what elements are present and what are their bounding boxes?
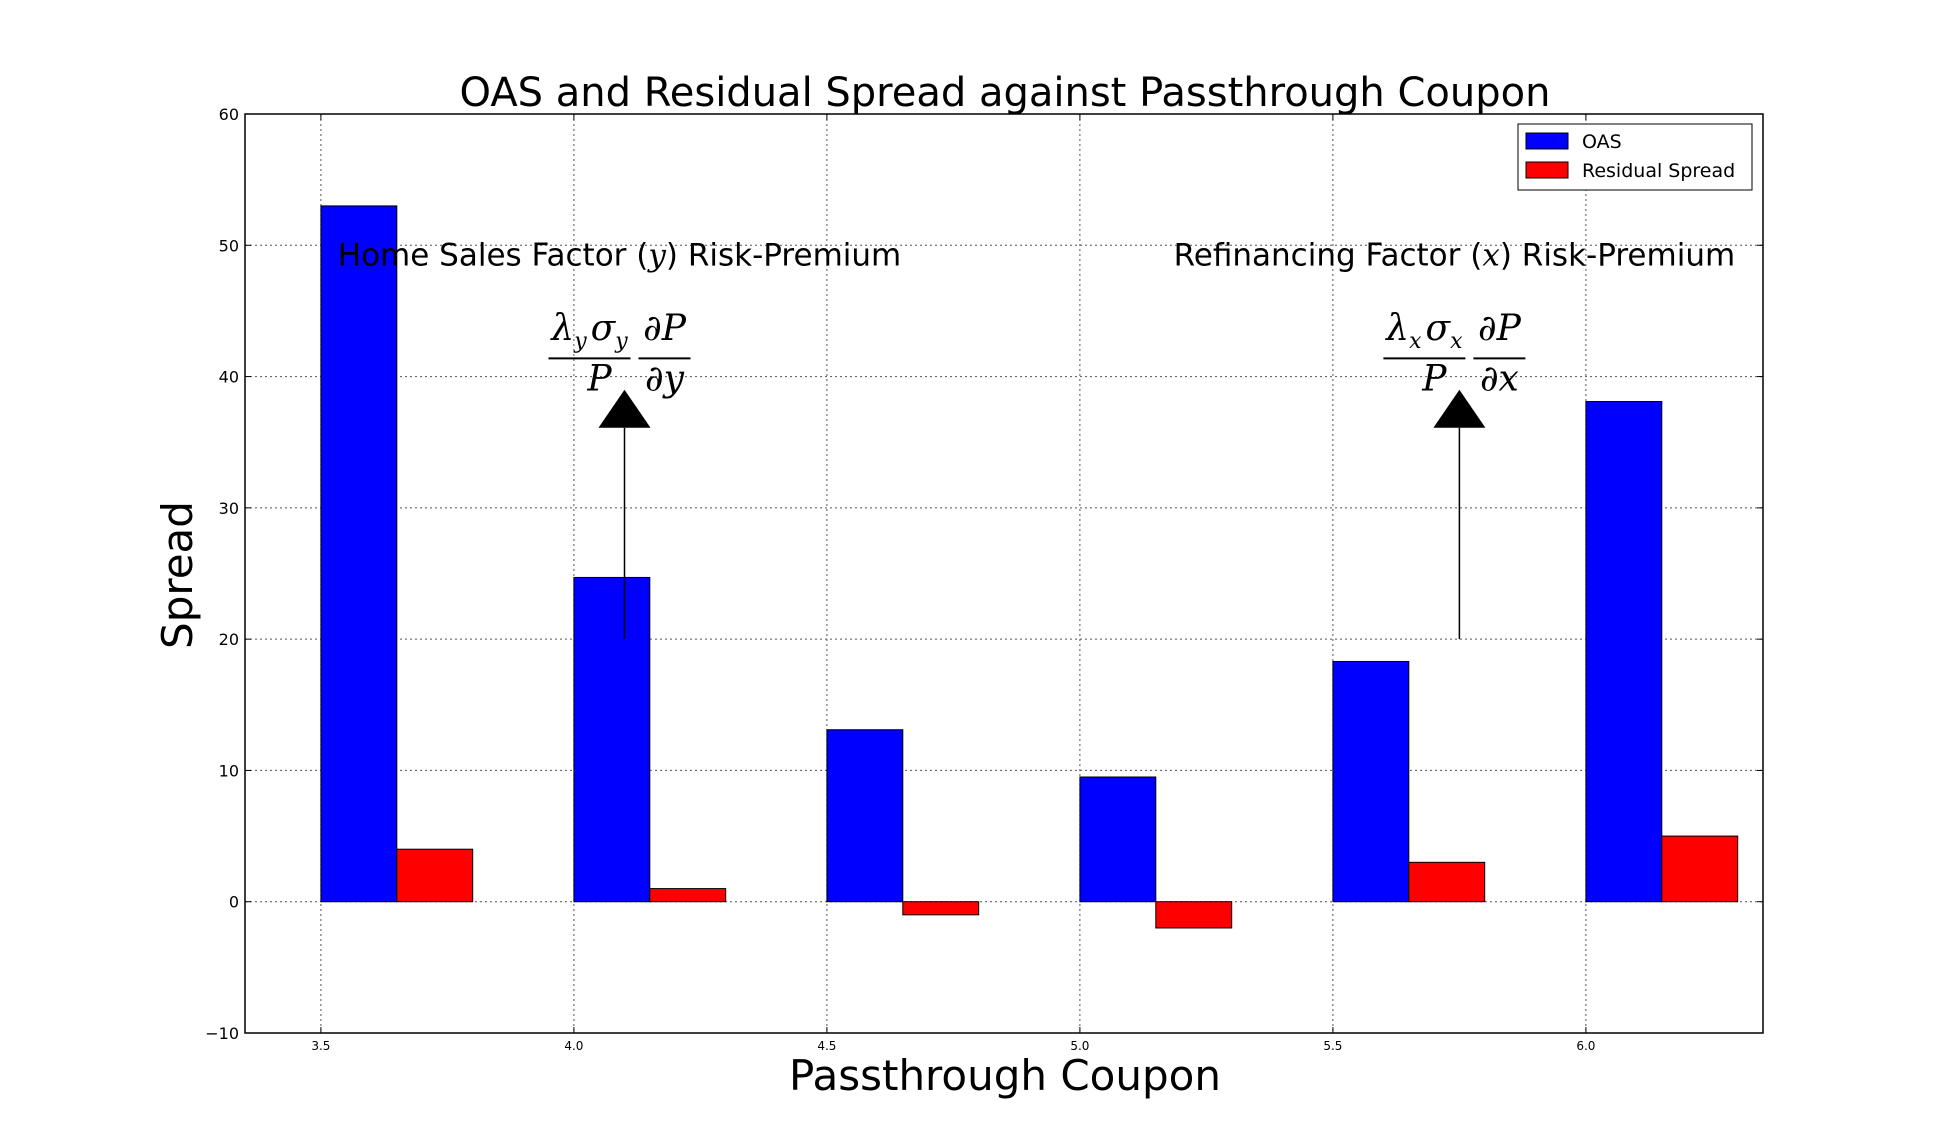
oas-bar <box>1585 401 1663 903</box>
sigma-subscript: x <box>1450 329 1463 354</box>
residual-spread-bar <box>1661 835 1739 903</box>
bars <box>320 205 1739 929</box>
formula-denominator: P <box>1421 359 1447 400</box>
lambda-subscript: x <box>1409 329 1422 354</box>
sigma-symbol: σ <box>591 308 617 349</box>
sigma-symbol: σ <box>1426 308 1452 349</box>
partial-denominator: ∂y <box>645 359 685 400</box>
residual-spread-bar <box>396 848 474 903</box>
y-tick-label: 50 <box>219 236 239 255</box>
x-tick-label: 4.0 <box>564 1039 583 1053</box>
x-tick-label: 4.5 <box>817 1039 836 1053</box>
annotation-label: Refinancing Factor (x) Risk-Premium <box>1174 237 1736 273</box>
oas-bar <box>1332 660 1410 903</box>
formula-denominator: P <box>586 359 612 400</box>
x-axis-label: Passthrough Coupon <box>789 1051 1221 1100</box>
x-tick-label: 6.0 <box>1576 1039 1595 1053</box>
partial-numerator: ∂P <box>1478 308 1522 349</box>
y-axis-label: Spread <box>153 501 202 649</box>
partial-denominator: ∂x <box>1480 359 1519 400</box>
x-tick-label: 5.0 <box>1070 1039 1089 1053</box>
risk-premium-formula: λy σyP∂P∂y <box>548 308 691 400</box>
lambda-symbol: λ <box>549 308 574 349</box>
legend: OAS Residual Spread <box>1517 123 1753 191</box>
annotation-label-text: Refinancing Factor ( <box>1174 237 1483 273</box>
y-tick-label: 0 <box>229 893 239 912</box>
axis-ticks: −10 0 10 20 30 40 50 60 3.5 4.0 4.5 5.0 5.5 6.0 <box>205 105 1763 1053</box>
x-tick-label: 3.5 <box>311 1039 330 1053</box>
annotation-label-text: ) Risk-Premium <box>1500 237 1735 273</box>
legend-swatch-residual-spread <box>1525 161 1569 179</box>
y-tick-label: 60 <box>219 105 239 124</box>
y-tick-label: −10 <box>205 1024 239 1043</box>
annotation-label-text: ) Risk-Premium <box>666 237 901 273</box>
sigma-subscript: y <box>614 329 628 354</box>
legend-label-residual-spread: Residual Spread <box>1582 160 1735 182</box>
chart-title: OAS and Residual Spread against Passthro… <box>460 70 1551 116</box>
formula-numerator: λx σx <box>1384 308 1463 354</box>
annotation-label-text: Home Sales Factor ( <box>338 237 649 273</box>
y-tick-label: 40 <box>219 368 239 387</box>
y-tick-label: 30 <box>219 499 239 518</box>
residual-spread-bar <box>1155 901 1233 929</box>
y-tick-label: 20 <box>219 630 239 649</box>
residual-spread-bar <box>649 888 727 903</box>
legend-label-oas: OAS <box>1582 131 1622 153</box>
residual-spread-bar <box>902 901 980 916</box>
residual-spread-bar <box>1408 861 1486 903</box>
arrow-head <box>598 389 651 428</box>
oas-bar <box>320 205 398 903</box>
arrow-head <box>1433 389 1486 428</box>
formula-numerator: λy σy <box>549 308 628 354</box>
lambda-subscript: y <box>573 329 587 354</box>
oas-bar <box>1079 776 1157 903</box>
annotation-label-variable: y <box>646 237 666 273</box>
y-tick-label: 10 <box>219 761 239 780</box>
annotation-label: Home Sales Factor (y) Risk-Premium <box>338 237 901 273</box>
annotation-label-variable: x <box>1482 237 1500 273</box>
risk-premium-formula: λx σxP∂P∂x <box>1383 308 1526 400</box>
legend-swatch-oas <box>1525 132 1569 150</box>
x-tick-label: 5.5 <box>1323 1039 1342 1053</box>
plot-frame <box>244 113 1764 1034</box>
lambda-symbol: λ <box>1384 308 1409 349</box>
oas-bar <box>573 576 651 903</box>
oas-bar <box>826 729 904 903</box>
partial-numerator: ∂P <box>643 308 687 349</box>
